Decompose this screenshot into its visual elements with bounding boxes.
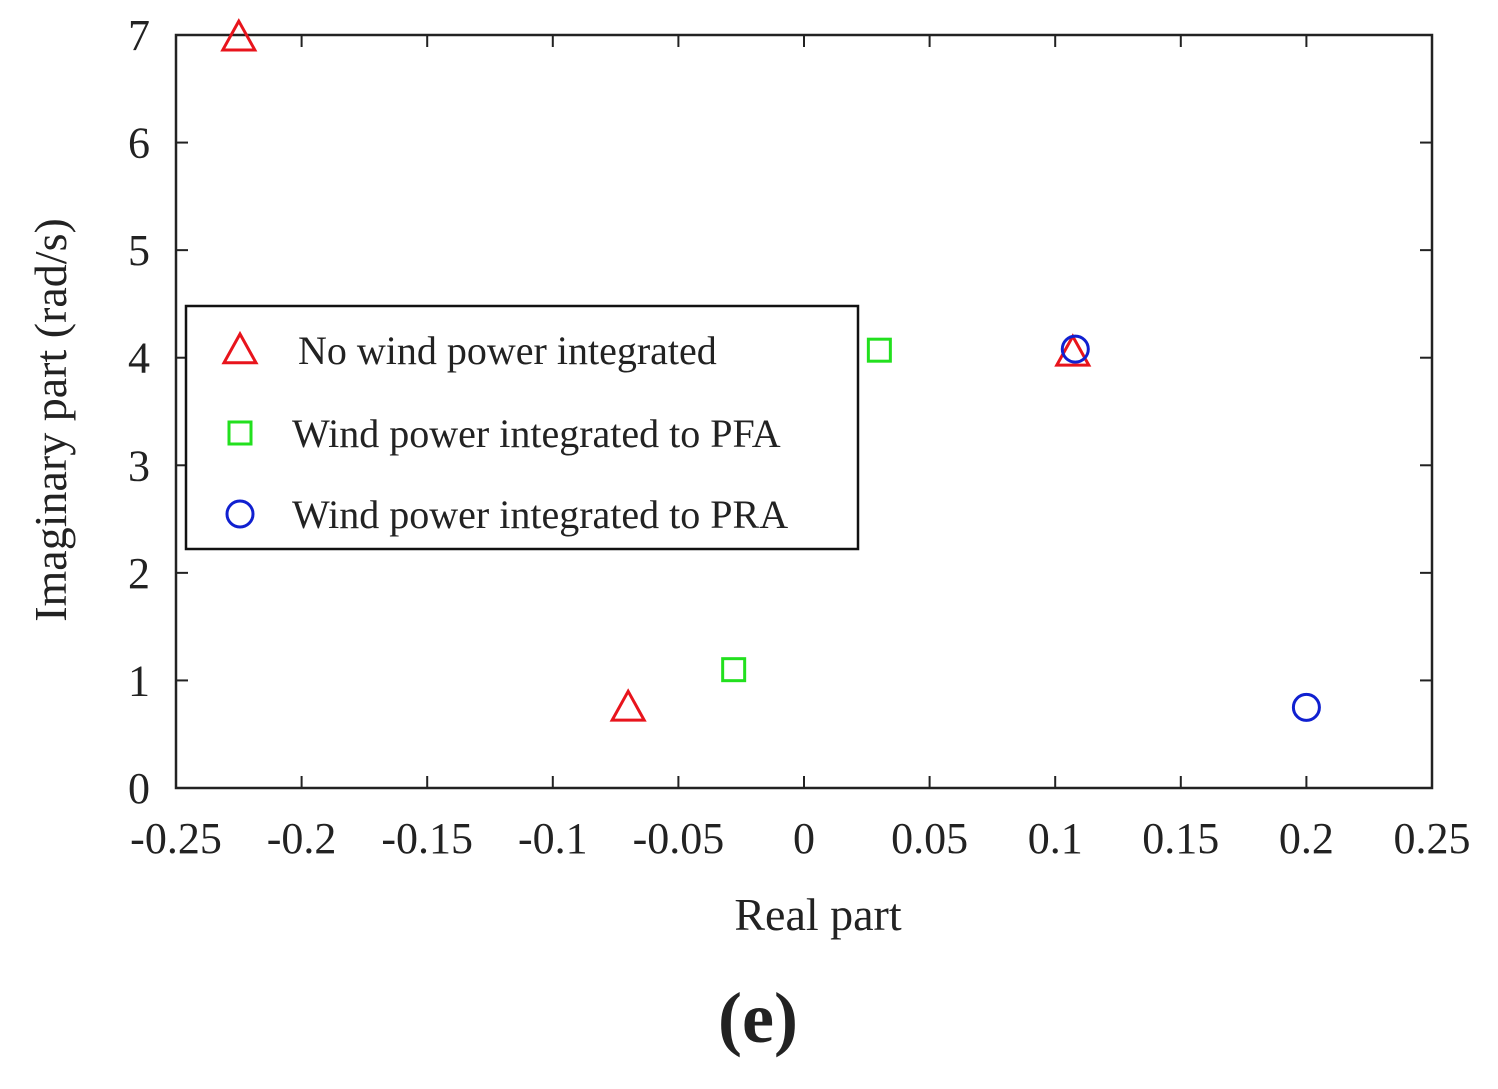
data-point-circle [1291, 692, 1321, 722]
data-point-circle [1060, 334, 1090, 364]
y-tick-label: 2 [128, 549, 150, 598]
data-point-triangle [220, 18, 258, 52]
y-tick-label: 6 [128, 119, 150, 168]
legend-label: No wind power integrated [298, 328, 717, 373]
y-tick-label: 7 [128, 11, 150, 60]
legend-label: Wind power integrated to PFA [292, 411, 781, 456]
data-point-square [866, 337, 892, 363]
y-tick-label: 0 [128, 764, 150, 813]
legend: No wind power integrated Wind power integ… [184, 304, 860, 551]
panel-label: (e) [718, 978, 798, 1058]
data-point-triangle [1054, 333, 1092, 367]
y-tick-label: 4 [128, 334, 150, 383]
axis-ticks [175, 34, 1433, 789]
legend-box [184, 304, 860, 551]
legend-marker-circle [225, 499, 255, 529]
y-tick-label: 3 [128, 441, 150, 490]
x-tick-label: 0 [793, 814, 815, 863]
x-tick-labels: -0.25 -0.2 -0.15 -0.1 -0.05 0 0.05 0.1 0.15 0.2 0.… [130, 814, 1470, 863]
x-tick-label: -0.15 [381, 814, 473, 863]
x-tick-label: 0.05 [891, 814, 968, 863]
data-point-square [721, 657, 747, 683]
x-axis-label: Real part [734, 889, 902, 940]
y-tick-label: 1 [128, 656, 150, 705]
x-tick-label: -0.05 [633, 814, 725, 863]
x-tick-label: -0.2 [267, 814, 337, 863]
legend-marker-triangle [221, 330, 259, 365]
x-tick-label: -0.25 [130, 814, 222, 863]
x-tick-label: 0.15 [1142, 814, 1219, 863]
data-point-triangle [609, 688, 647, 722]
x-tick-label: -0.1 [518, 814, 588, 863]
x-tick-label: 0.1 [1028, 814, 1083, 863]
y-tick-label: 5 [128, 226, 150, 275]
data-points [220, 18, 1321, 722]
legend-label: Wind power integrated to PRA [292, 492, 788, 537]
legend-marker-square [227, 420, 253, 446]
x-tick-label: 0.25 [1394, 814, 1471, 863]
y-axis-label: Imaginary part (rad/s) [25, 218, 76, 622]
y-tick-labels: 0 1 2 3 4 5 6 7 [128, 11, 150, 813]
x-tick-label: 0.2 [1279, 814, 1334, 863]
